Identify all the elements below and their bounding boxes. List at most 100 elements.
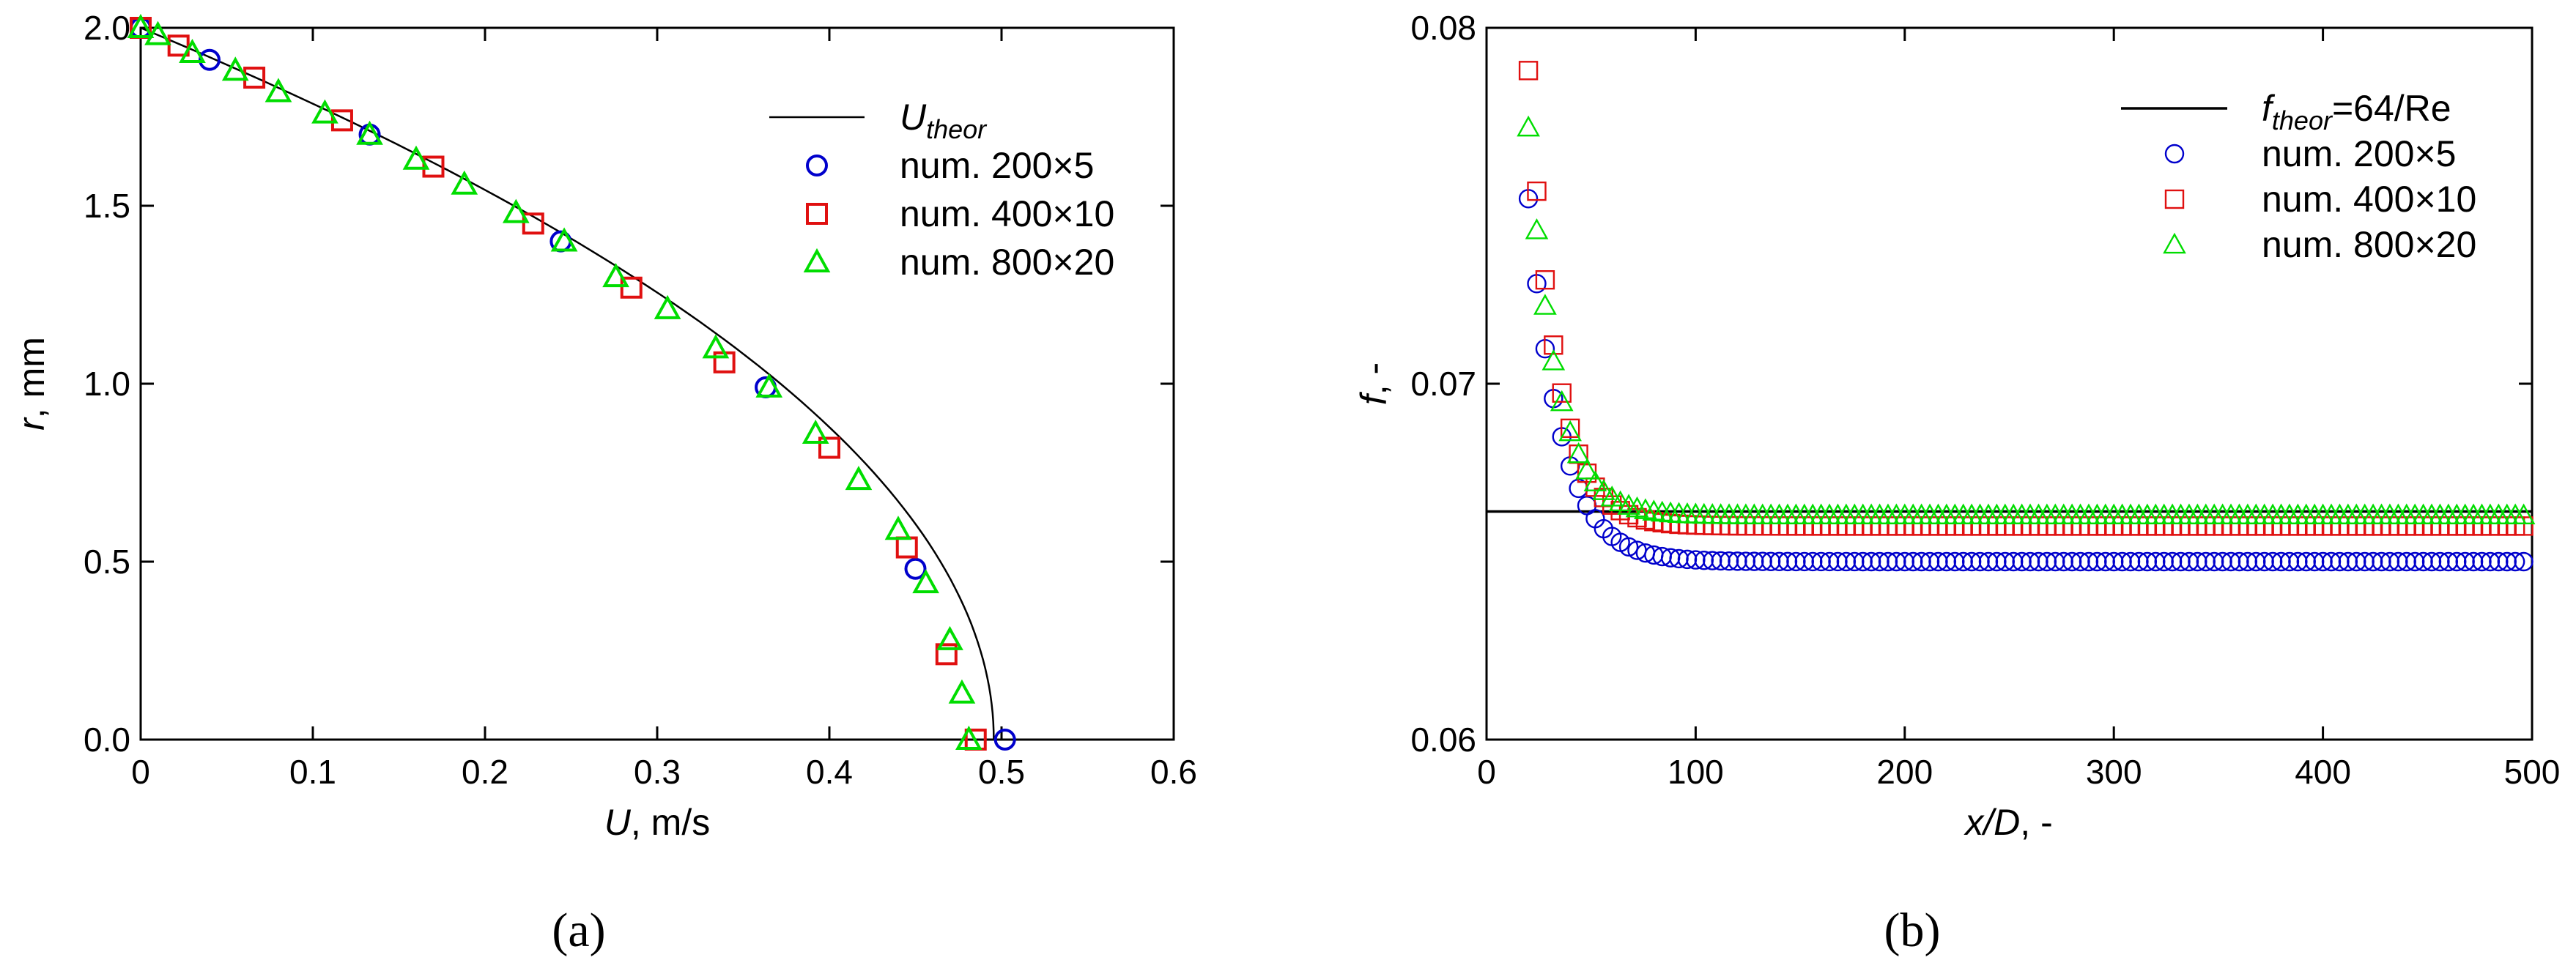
x-axis-symbol-b: x/D	[1964, 802, 2020, 843]
legend-label-3: num. 800×20	[900, 242, 1114, 283]
y-tick-label: 0.5	[84, 543, 130, 581]
legend-theory-main: U	[900, 97, 927, 138]
y-tick-label: 0.08	[1410, 9, 1476, 47]
legend-label-1: num. 200×5	[2262, 133, 2456, 174]
x-tick-label: 0.2	[462, 753, 508, 791]
data-point	[1533, 294, 1557, 315]
data-point	[702, 334, 730, 359]
data-point	[550, 227, 578, 252]
legend-label-3: num. 800×20	[2262, 224, 2476, 265]
data-point	[179, 38, 206, 63]
y-tick-label: 0.0	[84, 721, 130, 759]
x-tick-label: 0	[131, 753, 150, 791]
data-point	[1544, 335, 1563, 355]
y-tick-label: 1.0	[84, 365, 130, 403]
y-axis-unit-b: , -	[1353, 362, 1394, 395]
data-point	[1642, 499, 1666, 521]
data-point	[144, 21, 171, 45]
data-point	[802, 419, 829, 444]
data-point	[1583, 470, 1607, 491]
legend-marker-3	[2163, 232, 2186, 254]
y-axis-label-b: f, -	[1353, 362, 1394, 405]
x-tick-label: 200	[1876, 753, 1933, 791]
legend-marker-2	[806, 203, 828, 225]
y-tick-label: 0.06	[1410, 721, 1476, 759]
data-point	[1618, 537, 1639, 557]
data-point	[955, 725, 982, 750]
panel-label-a: (a)	[552, 904, 605, 957]
data-point	[1566, 442, 1591, 464]
legend-marker-3	[803, 248, 831, 272]
theory-curve-a	[140, 26, 995, 740]
series-3	[1517, 115, 2536, 525]
legend-theory-label: Utheor	[900, 97, 988, 144]
legend-theory-sub: theor	[926, 114, 988, 144]
data-point	[356, 120, 383, 145]
x-tick-label: 0.4	[806, 753, 853, 791]
data-point	[311, 99, 338, 124]
x-axis-label-b: x/D, -	[1964, 802, 2052, 843]
data-markers-b	[1517, 61, 2536, 572]
y-axis-symbol-a: r	[11, 417, 52, 431]
x-tick-label: 0.3	[634, 753, 681, 791]
data-point	[2514, 516, 2534, 536]
data-point	[1575, 458, 1599, 480]
x-tick-label: 0	[1477, 753, 1496, 791]
data-point	[818, 436, 840, 459]
data-point	[402, 145, 430, 170]
data-point	[2512, 503, 2536, 525]
data-point	[1527, 181, 1547, 201]
legend-theory-suffix: =64/Re	[2332, 88, 2451, 129]
x-tick-label: 500	[2504, 753, 2561, 791]
x-axis-label-a: U, m/s	[604, 802, 710, 843]
data-point	[264, 78, 292, 103]
legend-label-1: num. 200×5	[900, 145, 1094, 186]
x-axis-symbol-a: U	[604, 802, 632, 843]
legend-marker-1	[806, 155, 828, 176]
data-point	[422, 155, 445, 178]
x-tick-label: 0.1	[289, 753, 336, 791]
data-point	[522, 212, 544, 235]
data-point	[948, 679, 976, 704]
y-tick-label: 0.07	[1410, 365, 1476, 403]
data-point	[1552, 383, 1572, 403]
data-point	[2514, 551, 2534, 572]
data-point	[1518, 61, 1539, 81]
data-point	[1517, 115, 1540, 137]
legend-marker-2	[2164, 189, 2185, 209]
data-markers-a	[127, 13, 1016, 751]
x-tick-label: 300	[2086, 753, 2142, 791]
x-tick-label: 0.6	[1150, 753, 1197, 791]
chart-panel-a: 0 0.1 0.2 0.3 0.4 0.5 0.6 0.0 0.5 1.0 1.5 2.0 Utheo…	[11, 9, 1197, 957]
data-point	[1525, 218, 1549, 239]
x-tick-label: 400	[2295, 753, 2351, 791]
panel-label-b: (b)	[1884, 904, 1941, 957]
data-point	[127, 13, 155, 38]
data-point	[935, 643, 958, 666]
data-point	[502, 198, 530, 223]
data-point	[936, 625, 963, 650]
axis-ticks-b: 0 100 200 300 400 500 0.06 0.07 0.08	[1410, 9, 2560, 791]
data-point	[755, 373, 783, 398]
data-point	[451, 170, 478, 195]
x-tick-label: 0.5	[978, 753, 1025, 791]
legend-label-2: num. 400×10	[2262, 179, 2476, 220]
data-point	[1558, 420, 1582, 442]
data-point	[1535, 270, 1555, 290]
data-point	[2505, 551, 2525, 572]
legend-label-2: num. 400×10	[900, 193, 1114, 234]
data-point	[904, 557, 927, 580]
data-point	[602, 263, 629, 288]
data-point	[167, 34, 190, 57]
y-tick-label: 1.5	[84, 187, 130, 225]
data-point	[1591, 479, 1615, 500]
axis-ticks-a: 0 0.1 0.2 0.3 0.4 0.5 0.6 0.0 0.5 1.0 1.5 2.0	[84, 9, 1197, 791]
data-point	[221, 56, 249, 81]
data-point	[1550, 390, 1574, 412]
theory-curve	[140, 26, 995, 740]
data-point	[1541, 349, 1566, 371]
x-axis-unit-a: , m/s	[631, 802, 710, 843]
